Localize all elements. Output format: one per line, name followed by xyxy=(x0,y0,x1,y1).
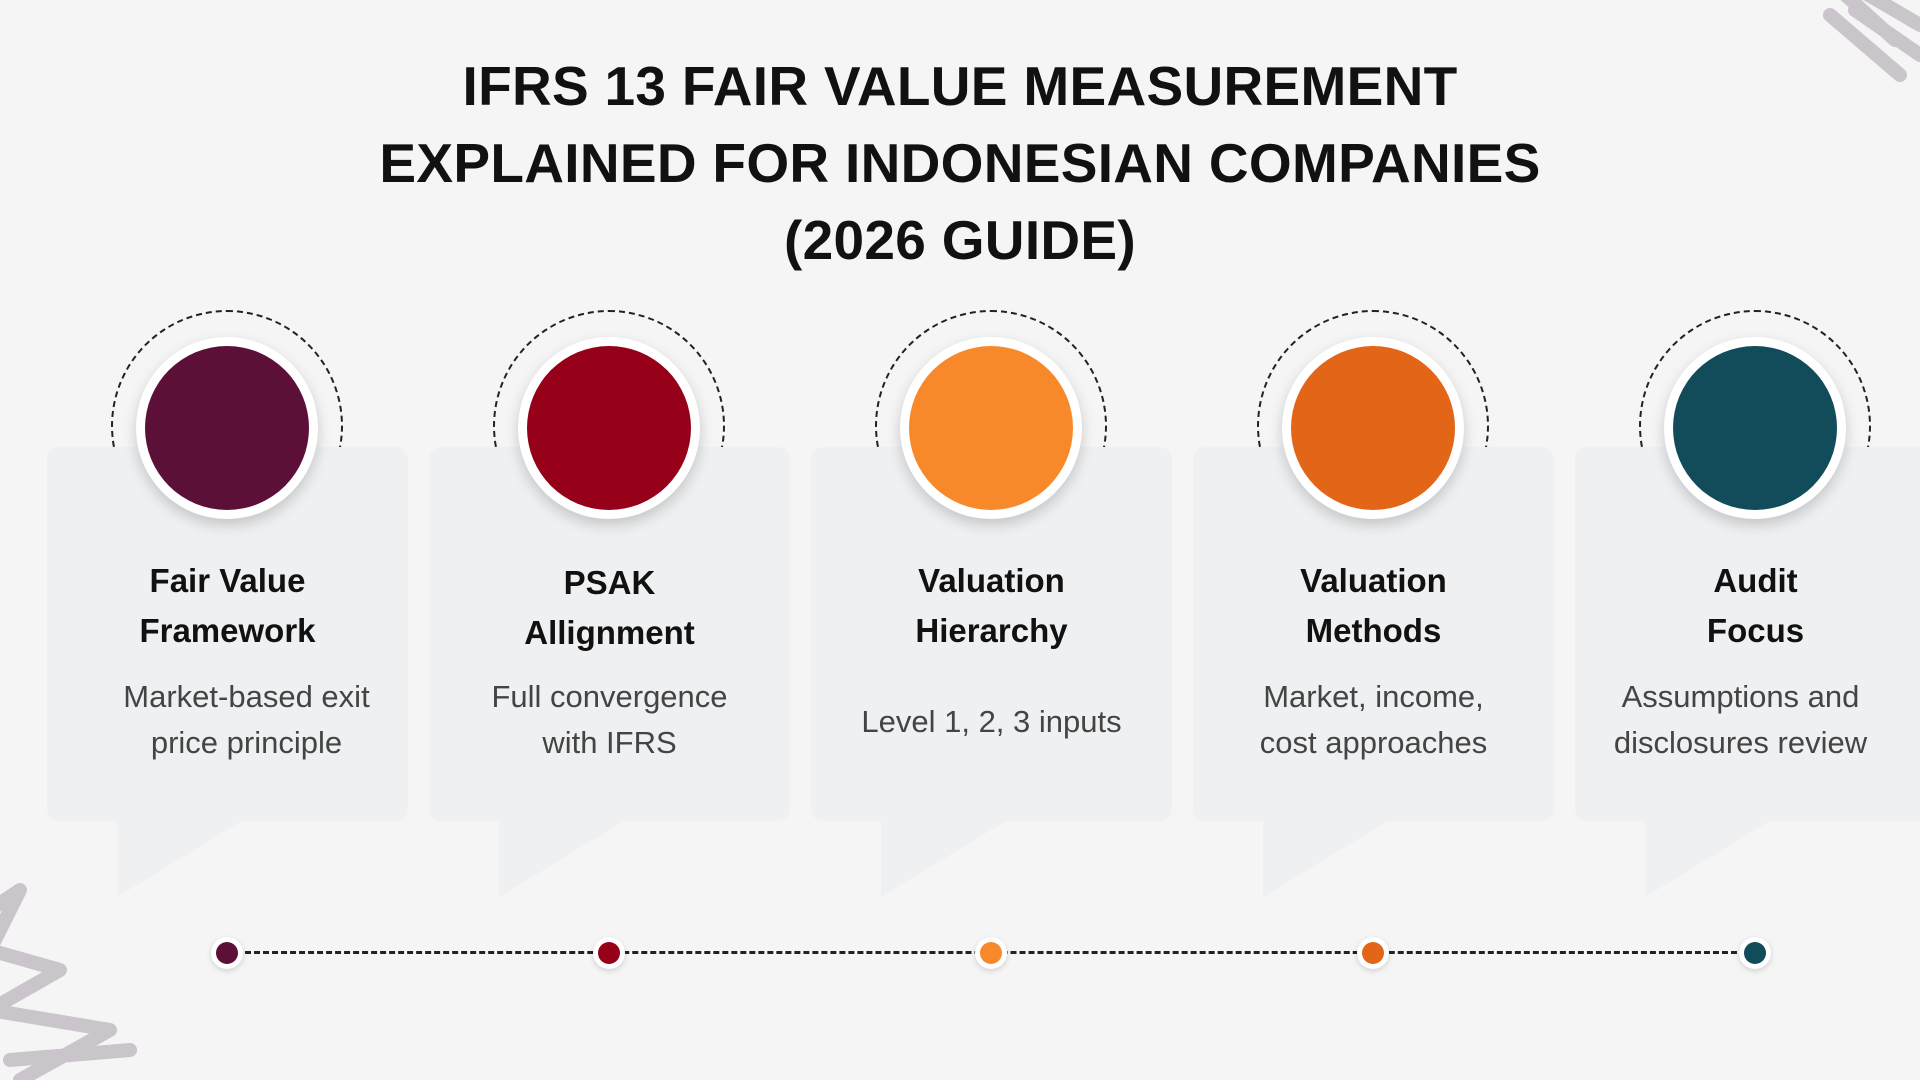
step-title-5: Audit Focus xyxy=(1706,562,1805,649)
title-line-3: (2026 GUIDE) xyxy=(783,209,1137,271)
card-pointer-1 xyxy=(117,819,245,897)
timeline-dot-5 xyxy=(1739,937,1771,969)
timeline-dot-3 xyxy=(975,937,1007,969)
timeline-dot-fill-1 xyxy=(216,942,238,964)
step-circle-fill-3 xyxy=(909,346,1073,510)
timeline-dot-fill-2 xyxy=(598,942,620,964)
step-circle-1 xyxy=(136,337,318,519)
step-desc-1: Market-based exit price principle xyxy=(123,679,370,760)
step-title-4: Valuation Methods xyxy=(1300,562,1447,649)
step-desc-2: Full convergence with IFRS xyxy=(491,679,728,760)
title-line-2: EXPLAINED FOR INDONESIAN COMPANIES xyxy=(379,132,1541,194)
step-circle-fill-2 xyxy=(527,346,691,510)
timeline-dot-4 xyxy=(1357,937,1389,969)
scribble-decoration-top-right xyxy=(1823,0,1920,82)
step-title-1: Fair Value Framework xyxy=(139,562,316,649)
step-circle-2 xyxy=(518,337,700,519)
step-title-2: PSAK Allignment xyxy=(524,564,695,651)
step-desc-4: Market, income, cost approaches xyxy=(1259,679,1488,760)
card-pointer-5 xyxy=(1645,819,1773,897)
title-line-1: IFRS 13 FAIR VALUE MEASUREMENT xyxy=(462,55,1458,117)
step-desc-5: Assumptions and disclosures review xyxy=(1613,679,1868,760)
timeline-dot-1 xyxy=(211,937,243,969)
card-pointer-4 xyxy=(1263,819,1391,897)
step-circle-fill-4 xyxy=(1291,346,1455,510)
step-desc-3: Level 1, 2, 3 inputs xyxy=(861,704,1122,739)
step-title-3: Valuation Hierarchy xyxy=(915,562,1068,649)
timeline-dot-fill-3 xyxy=(980,942,1002,964)
timeline-dot-fill-5 xyxy=(1744,942,1766,964)
card-pointer-2 xyxy=(499,819,627,897)
scribble-decoration-bottom-left xyxy=(0,883,137,1080)
timeline-dot-2 xyxy=(593,937,625,969)
step-circle-3 xyxy=(900,337,1082,519)
step-circle-5 xyxy=(1664,337,1846,519)
step-circle-fill-5 xyxy=(1673,346,1837,510)
step-circle-fill-1 xyxy=(145,346,309,510)
card-pointer-3 xyxy=(881,819,1009,897)
page-title: IFRS 13 FAIR VALUE MEASUREMENT EXPLAINED… xyxy=(0,48,1920,279)
step-circle-4 xyxy=(1282,337,1464,519)
timeline-dot-fill-4 xyxy=(1362,942,1384,964)
